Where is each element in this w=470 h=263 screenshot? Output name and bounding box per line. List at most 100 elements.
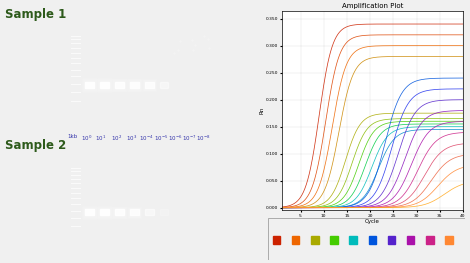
Bar [111, 78, 128, 92]
Bar [445, 236, 453, 244]
Bar [109, 204, 130, 221]
Bar [158, 80, 170, 90]
Bar [125, 205, 144, 220]
Bar [80, 205, 99, 220]
Bar [126, 206, 142, 219]
Bar [112, 79, 126, 92]
Bar [155, 205, 173, 220]
Bar [143, 80, 155, 90]
Bar [129, 208, 140, 217]
Y-axis label: Rn: Rn [259, 107, 265, 114]
Bar [124, 76, 145, 94]
Text: 10$^{-5}$: 10$^{-5}$ [154, 134, 168, 143]
Bar [94, 204, 115, 220]
Text: 10$^2$: 10$^2$ [111, 134, 122, 143]
Bar [96, 78, 113, 92]
Bar [97, 78, 112, 92]
Bar [98, 207, 111, 218]
Bar [141, 206, 157, 219]
Text: 10$^{-6}$: 10$^{-6}$ [168, 134, 182, 143]
Bar [115, 209, 124, 215]
Bar [84, 80, 96, 90]
Bar [142, 207, 156, 218]
Bar [82, 78, 97, 92]
Bar [141, 206, 157, 219]
Bar [139, 204, 160, 221]
Bar [82, 79, 97, 92]
Bar [95, 77, 113, 93]
Bar [85, 209, 94, 215]
Bar [127, 207, 141, 218]
Text: Sample 2: Sample 2 [5, 139, 66, 152]
Bar [110, 204, 129, 220]
Bar [111, 206, 127, 219]
Bar [97, 79, 112, 92]
Bar [85, 82, 94, 88]
Bar [83, 207, 96, 218]
Bar [126, 78, 142, 92]
Bar [140, 205, 158, 220]
Bar [139, 204, 159, 220]
Bar [157, 79, 171, 91]
Bar [126, 78, 142, 92]
Bar [79, 204, 100, 221]
Bar [84, 80, 95, 90]
Bar [95, 205, 113, 220]
Bar [160, 209, 168, 215]
Bar [114, 80, 125, 90]
Bar [407, 236, 415, 244]
Bar [156, 78, 172, 92]
Bar [154, 76, 174, 94]
Bar [157, 207, 171, 218]
Text: 10$^1$: 10$^1$ [95, 134, 107, 143]
Bar [158, 208, 170, 217]
Bar [113, 207, 126, 218]
Bar [139, 76, 160, 94]
Bar [155, 205, 173, 220]
Bar [155, 77, 173, 93]
Bar [125, 77, 144, 93]
Bar [124, 204, 145, 221]
Bar [127, 79, 141, 92]
Bar [368, 236, 376, 244]
Bar [426, 236, 433, 244]
Bar [141, 78, 157, 92]
Bar [112, 207, 126, 218]
Bar [125, 205, 143, 220]
Bar [79, 76, 100, 94]
Bar [94, 76, 115, 94]
Bar [124, 204, 144, 220]
Bar [95, 205, 114, 220]
Bar [113, 79, 126, 91]
Bar [82, 207, 97, 218]
Bar [97, 206, 112, 219]
Bar [311, 236, 319, 244]
Bar [144, 208, 155, 217]
Bar [130, 82, 139, 88]
Bar [115, 82, 124, 88]
X-axis label: Cycle: Cycle [365, 219, 380, 224]
Bar [126, 206, 142, 219]
Bar [154, 76, 174, 94]
Bar [98, 80, 110, 90]
Bar [140, 77, 158, 93]
Bar [125, 77, 143, 93]
Bar [157, 79, 171, 92]
Text: 10$^3$: 10$^3$ [125, 134, 137, 143]
Bar [155, 77, 173, 93]
Bar [81, 206, 98, 219]
Bar [349, 236, 357, 244]
Bar [140, 77, 158, 93]
Bar [127, 207, 141, 218]
Bar [142, 207, 157, 218]
Bar [96, 206, 113, 219]
Bar [82, 206, 97, 219]
Bar [99, 80, 110, 90]
Text: 10$^{-4}$: 10$^{-4}$ [139, 134, 153, 143]
Bar [81, 77, 99, 93]
Bar [141, 78, 157, 92]
Title: Amplification Plot: Amplification Plot [342, 3, 403, 9]
Bar [142, 79, 157, 92]
Bar [129, 80, 140, 90]
Bar [79, 204, 100, 220]
